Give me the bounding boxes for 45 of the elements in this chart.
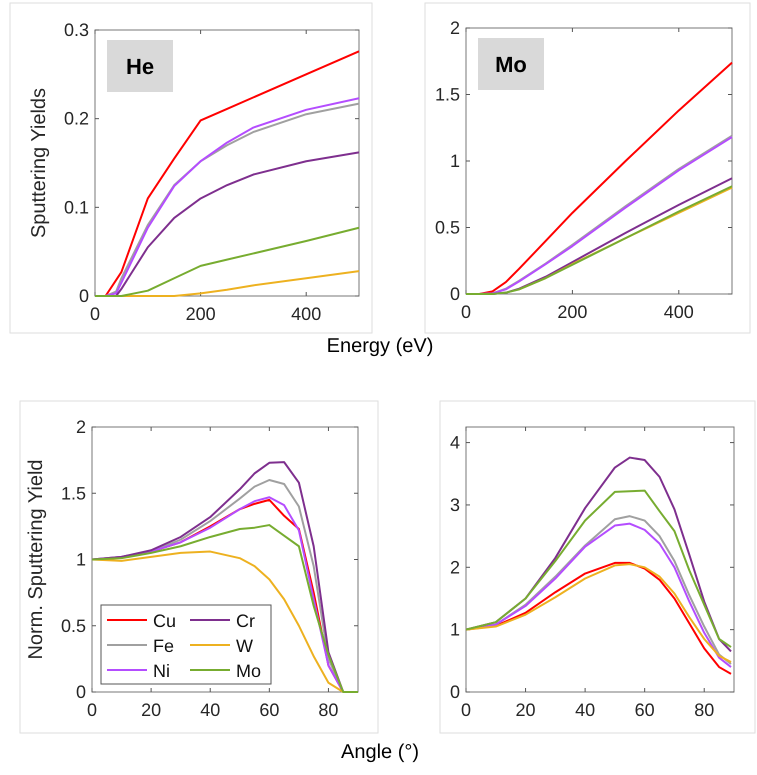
x-tick-label: 20 bbox=[141, 700, 162, 720]
text: He bbox=[126, 54, 154, 79]
y-tick-label: 1 bbox=[450, 620, 460, 640]
y-tick-label: 0.1 bbox=[64, 197, 89, 218]
y-tick-label: 0.5 bbox=[60, 616, 86, 636]
x-tick-label: 200 bbox=[557, 302, 588, 322]
y-tick-label: 4 bbox=[450, 432, 460, 453]
y-tick-label: 2 bbox=[450, 557, 460, 578]
y-tick-label: 0 bbox=[450, 682, 460, 702]
x-axis-title: Angle (°) bbox=[340, 741, 420, 763]
y-tick-label: 0.2 bbox=[64, 108, 89, 129]
x-tick-label: 200 bbox=[186, 304, 216, 324]
x-tick-label: 40 bbox=[575, 700, 596, 720]
x-tick-label: 400 bbox=[291, 304, 322, 324]
y-axis-title: Norm. Sputtering Yield bbox=[25, 459, 47, 660]
x-tick-label: 20 bbox=[516, 700, 536, 720]
y-tick-label: 2 bbox=[450, 18, 460, 38]
x-tick-label: 80 bbox=[318, 700, 338, 720]
y-tick-label: 2 bbox=[76, 417, 86, 437]
legend-label: Fe bbox=[153, 636, 174, 656]
x-tick-label: 400 bbox=[664, 302, 694, 322]
y-tick-label: 0.3 bbox=[64, 20, 89, 40]
y-tick-label: 1 bbox=[76, 550, 86, 570]
x-tick-label: 60 bbox=[259, 700, 280, 720]
y-tick-label: 0 bbox=[78, 286, 89, 306]
text: Mo bbox=[495, 52, 527, 77]
line-series bbox=[94, 226, 360, 297]
y-tick-label: 0.5 bbox=[434, 218, 460, 238]
legend-label: Ni bbox=[153, 661, 170, 681]
legend-label: Cr bbox=[236, 611, 255, 631]
y-tick-label: 1 bbox=[450, 151, 460, 171]
y-tick-label: 3 bbox=[450, 494, 460, 515]
y-tick-label: 0 bbox=[76, 682, 86, 702]
x-tick-label: 80 bbox=[694, 700, 714, 720]
x-tick-label: 60 bbox=[634, 700, 655, 720]
legend-label: W bbox=[236, 636, 253, 656]
y-axis-title: Sputtering Yields bbox=[28, 88, 50, 238]
x-axis-title: Energy (eV) bbox=[326, 335, 434, 357]
legend-label: Cu bbox=[153, 611, 176, 631]
line-series bbox=[465, 490, 732, 648]
legend-label: Mo bbox=[236, 661, 262, 681]
y-tick-label: 1.5 bbox=[434, 84, 460, 104]
y-tick-label: 0 bbox=[450, 284, 460, 304]
y-tick-label: 1.5 bbox=[60, 483, 86, 504]
x-tick-label: 40 bbox=[200, 700, 220, 720]
